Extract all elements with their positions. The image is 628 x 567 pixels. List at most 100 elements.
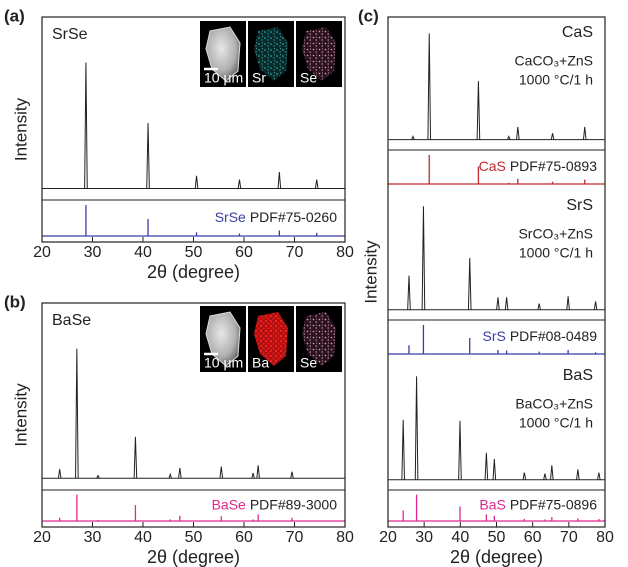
- sample-name: SrS: [566, 197, 593, 214]
- diffraction-peak: [550, 133, 555, 140]
- synthesis-note: 1000 °C/1 h: [519, 245, 593, 261]
- x-axis-label: 2θ (degree): [450, 547, 543, 567]
- diffraction-peak: [597, 472, 601, 480]
- x-tick-label: 60: [524, 529, 542, 546]
- diffraction-peak: [219, 466, 224, 479]
- inset-label: Sr: [252, 70, 266, 86]
- x-tick-label: 30: [84, 244, 102, 261]
- x-tick-label: 20: [379, 529, 397, 546]
- reference-label: CaS PDF#75-0893: [479, 158, 598, 174]
- panel-label: (a): [4, 6, 25, 25]
- inset-label: Se: [300, 70, 317, 86]
- x-axis-label: 2θ (degree): [147, 547, 240, 567]
- diffraction-peak: [427, 33, 432, 140]
- x-tick-label: 40: [451, 529, 469, 546]
- reference-name: BaSe: [212, 496, 246, 512]
- particle: [302, 312, 336, 366]
- diffraction-peak: [421, 206, 426, 310]
- x-tick-label: 20: [33, 529, 51, 546]
- x-tick-label: 70: [286, 244, 304, 261]
- particle: [254, 312, 288, 366]
- diffraction-peak: [314, 179, 319, 189]
- diffraction-peak: [522, 472, 527, 480]
- diffraction-peak: [411, 135, 415, 140]
- synthesis-note: SrCO₃+ZnS: [518, 226, 593, 242]
- particle: [302, 27, 336, 81]
- diffraction-peak: [458, 420, 462, 480]
- diffraction-peak: [237, 179, 242, 189]
- x-axis-label: 2θ (degree): [147, 262, 240, 282]
- diffraction-peak: [467, 257, 472, 310]
- diffraction-peak: [84, 62, 88, 189]
- panel-label: (c): [358, 6, 379, 25]
- y-axis-label: Intensity: [11, 97, 30, 161]
- particle: [205, 26, 241, 82]
- diffraction-peak: [133, 436, 138, 479]
- x-tick-label: 80: [596, 529, 614, 546]
- diffraction-peak: [194, 175, 199, 189]
- diffraction-peak: [96, 474, 100, 479]
- x-tick-label: 40: [134, 529, 152, 546]
- diffraction-peak: [492, 459, 497, 480]
- diffraction-peak: [401, 419, 405, 480]
- inset-label: 10 μm: [204, 70, 243, 86]
- x-tick-label: 30: [415, 529, 433, 546]
- sample-name: CaS: [562, 24, 593, 41]
- x-tick-label: 40: [134, 244, 152, 261]
- diffraction-peak: [414, 376, 419, 480]
- reference-name: BaS: [479, 496, 505, 512]
- diffraction-peak: [543, 473, 547, 480]
- diffraction-peak: [277, 172, 282, 189]
- diffraction-peak: [178, 467, 182, 479]
- x-tick-label: 60: [235, 244, 253, 261]
- reference-name: CaS: [479, 158, 506, 174]
- inset-label: 10 μm: [204, 355, 243, 371]
- reference-label: SrS PDF#08-0489: [482, 328, 597, 344]
- reference-label: SrSe PDF#75-0260: [215, 209, 338, 225]
- x-tick-label: 70: [286, 529, 304, 546]
- x-tick-label: 80: [336, 529, 354, 546]
- x-tick-label: 50: [488, 529, 506, 546]
- sample-name: SrSe: [52, 26, 88, 43]
- diffraction-peak: [168, 472, 173, 479]
- x-tick-label: 20: [33, 244, 51, 261]
- particle: [205, 311, 241, 367]
- synthesis-note: CaCO₃+ZnS: [515, 53, 593, 69]
- plot-frame: [41, 16, 346, 243]
- reference-name: SrSe: [215, 209, 246, 225]
- plot-frame: [41, 302, 346, 528]
- reference-pdf: PDF#89-3000: [250, 496, 337, 512]
- sample-name: BaSe: [52, 312, 91, 329]
- x-tick-label: 70: [560, 529, 578, 546]
- diffraction-peak: [496, 297, 500, 310]
- synthesis-note: 1000 °C/1 h: [519, 72, 593, 88]
- diffraction-peak: [576, 469, 580, 480]
- reference-pdf: PDF#75-0260: [250, 209, 337, 225]
- x-tick-label: 30: [84, 529, 102, 546]
- reference-name: SrS: [482, 328, 505, 344]
- reference-label: BaS PDF#75-0896: [479, 496, 597, 512]
- diffraction-peak: [593, 301, 598, 310]
- diffraction-peak: [407, 275, 411, 310]
- diffraction-peak: [75, 348, 79, 479]
- diffraction-peak: [504, 297, 509, 310]
- x-tick-label: 50: [185, 529, 203, 546]
- diffraction-peak: [57, 469, 62, 479]
- diffraction-peak: [290, 471, 294, 479]
- plot-frame: [387, 16, 606, 528]
- y-axis-label: Intensity: [11, 383, 30, 447]
- diffraction-peak: [537, 303, 541, 310]
- reference-label: BaSe PDF#89-3000: [212, 496, 338, 512]
- diffraction-peak: [256, 465, 260, 479]
- diffraction-peak: [484, 452, 489, 480]
- reference-pdf: PDF#08-0489: [510, 328, 597, 344]
- diffraction-peak: [582, 126, 587, 140]
- particle: [254, 27, 288, 81]
- x-tick-label: 60: [235, 529, 253, 546]
- reference-pdf: PDF#75-0896: [510, 496, 597, 512]
- diffraction-peak: [146, 122, 150, 189]
- x-tick-label: 80: [336, 244, 354, 261]
- y-axis-label: Intensity: [361, 240, 380, 304]
- diffraction-peak: [251, 472, 255, 479]
